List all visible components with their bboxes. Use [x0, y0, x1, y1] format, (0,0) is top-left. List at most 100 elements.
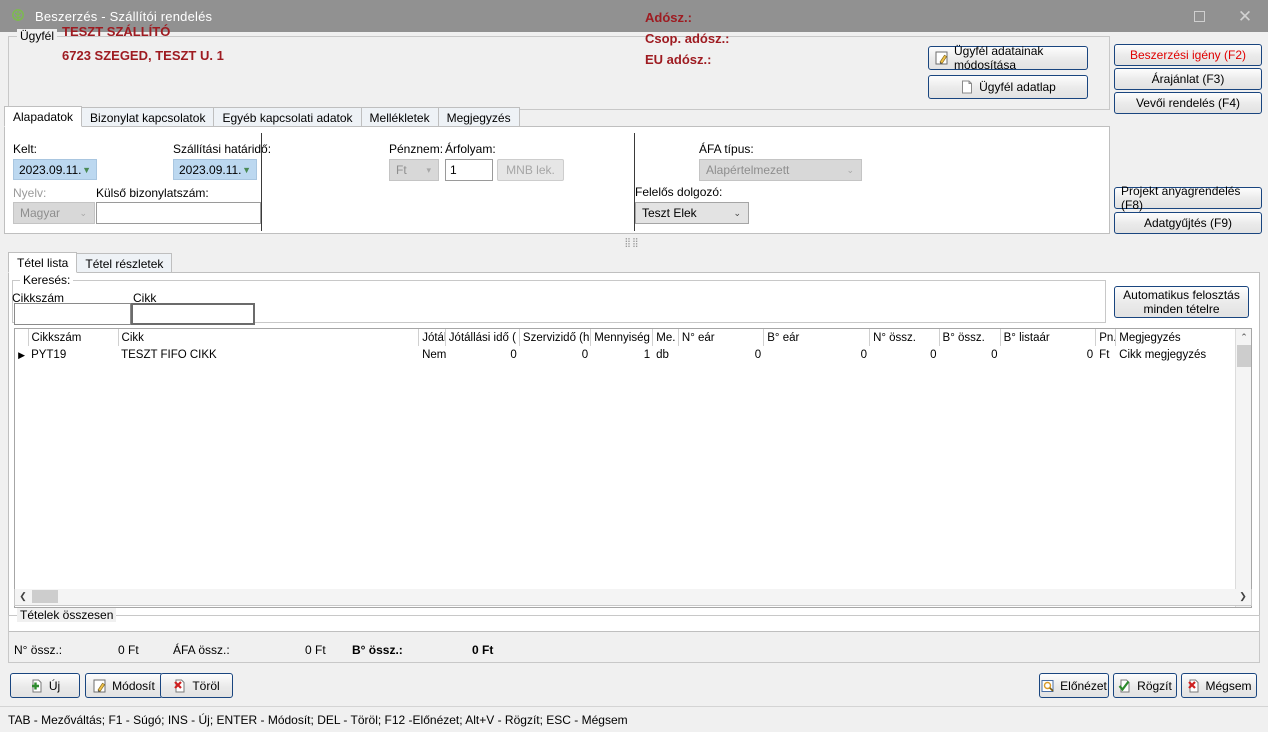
- megsem-label: Mégsem: [1205, 678, 1252, 693]
- nyelv-label: Nyelv:: [13, 186, 47, 200]
- tab-alapadatok[interactable]: Alapadatok: [4, 106, 83, 127]
- nyelv-select[interactable]: Magyar ⌄: [13, 202, 95, 224]
- arajanlat-button[interactable]: Árajánlat (F3): [1114, 68, 1262, 90]
- grid-column-header[interactable]: B° eár: [764, 329, 871, 346]
- elonezet-button[interactable]: Előnézet: [1039, 673, 1109, 698]
- window-controls: ✕: [1176, 0, 1268, 32]
- szallitasi-hatarido-field[interactable]: 2023.09.11. ▼: [173, 159, 257, 180]
- vevoi-rendeles-button[interactable]: Vevői rendelés (F4): [1114, 92, 1262, 114]
- grid-column-header[interactable]: Megjegyzés: [1116, 329, 1251, 346]
- table-row[interactable]: ▶ PYT19 TESZT FIFO CIKK Nem 0 0 1 db 0 0 0 0 0 Ft Cikk…: [15, 346, 1251, 364]
- table-cell: 0: [510, 349, 517, 361]
- adatgyujtes-button[interactable]: Adatgyűjtés (F9): [1114, 212, 1262, 234]
- grid-horizontal-scrollbar[interactable]: ❮ ❯: [14, 589, 1252, 606]
- grid-corner-cell: [15, 329, 29, 346]
- edit-customer-data-button[interactable]: Ügyfél adatainak módosítása: [928, 44, 1088, 72]
- kulso-bizonylatszam-input[interactable]: [96, 202, 261, 224]
- tab-tetel-lista[interactable]: Tétel lista: [8, 252, 78, 273]
- grid-column-header[interactable]: B° össz.: [939, 329, 1001, 346]
- search-cikkszam-label: Cikkszám: [12, 291, 65, 305]
- szallitasi-hatarido-value: 2023.09.11.: [179, 162, 242, 177]
- search-cikkszam-input[interactable]: [14, 303, 131, 325]
- kelt-label: Kelt:: [13, 142, 38, 156]
- grid-column-header[interactable]: Cikk: [118, 329, 420, 346]
- row-selector-icon: ▶: [18, 349, 25, 360]
- horizontal-scroll-thumb[interactable]: [32, 590, 58, 603]
- grid-column-header[interactable]: Me.: [653, 329, 679, 346]
- tab-mellekletek[interactable]: Mellékletek: [360, 107, 439, 127]
- tab-megjegyzes[interactable]: Megjegyzés: [437, 107, 520, 127]
- items-grid[interactable]: CikkszámCikkJótálláJótállási idő (Szervi…: [14, 328, 1252, 608]
- penznem-label: Pénznem:: [389, 142, 444, 156]
- customer-datasheet-button[interactable]: Ügyfél adatlap: [928, 75, 1088, 99]
- grid-column-header[interactable]: N° eár: [678, 329, 765, 346]
- mnb-lekerdezes-label: MNB lek.: [506, 163, 555, 177]
- beszerzesi-igeny-button[interactable]: Beszerzési igény (F2): [1114, 44, 1262, 66]
- tab-bizonylat-kapcsolatok-label: Bizonylat kapcsolatok: [90, 110, 206, 125]
- mnb-lekerdezes-button[interactable]: MNB lek.: [497, 159, 564, 181]
- app-tree-icon: [10, 8, 26, 24]
- total-gross-label: B° össz.:: [352, 643, 403, 657]
- scroll-up-icon[interactable]: ⌃: [1240, 331, 1248, 342]
- vertical-divider-1: [261, 133, 262, 231]
- total-vat-label: ÁFA össz.:: [173, 643, 230, 657]
- edit-pencil-icon: [93, 679, 107, 693]
- uj-button[interactable]: Új: [10, 673, 80, 698]
- penznem-select[interactable]: Ft ▾: [389, 159, 439, 181]
- search-cikk-input[interactable]: [131, 303, 255, 325]
- grid-header-row: CikkszámCikkJótálláJótállási idő (Szervi…: [15, 329, 1251, 346]
- grid-column-header[interactable]: Cikkszám: [28, 329, 119, 346]
- afa-tipus-select[interactable]: Alapértelmezett ⌄: [699, 159, 862, 181]
- torol-button[interactable]: Töröl: [160, 673, 233, 698]
- maximize-icon[interactable]: [1176, 0, 1222, 32]
- splitter-grip-icon: ⣿⣿: [624, 237, 640, 247]
- scroll-left-icon[interactable]: ❮: [19, 591, 27, 601]
- scroll-right-icon[interactable]: ❯: [1239, 591, 1247, 601]
- grid-column-header[interactable]: Pn.: [1096, 329, 1117, 346]
- table-cell: 0: [754, 349, 762, 361]
- arfolyam-input[interactable]: 1: [445, 159, 493, 181]
- grid-column-header[interactable]: Mennyiség: [591, 329, 654, 346]
- table-cell: Cikk megjegyzés: [1119, 349, 1207, 361]
- customer-name: TESZT SZÁLLÍTÓ: [62, 24, 171, 39]
- grid-column-header[interactable]: N° össz.: [870, 329, 940, 346]
- search-legend: Keresés:: [20, 273, 74, 287]
- table-cell: db: [656, 349, 669, 361]
- total-gross-value: 0 Ft: [472, 643, 494, 657]
- function-button-group: Beszerzési igény (F2) Árajánlat (F3) Vev…: [1114, 44, 1262, 116]
- alapadatok-panel: Kelt: 2023.09.11. ▼ Szállítási határidő:…: [4, 126, 1110, 234]
- afa-tipus-value: Alapértelmezett: [706, 163, 790, 177]
- grid-vertical-scrollbar[interactable]: ⌃ ⌄: [1235, 329, 1251, 607]
- penznem-value: Ft: [396, 163, 407, 177]
- grid-column-header[interactable]: Jótállá: [419, 329, 446, 346]
- grid-column-header[interactable]: Szervizidő (h: [519, 329, 592, 346]
- automatikus-felosztas-button[interactable]: Automatikus felosztás minden tételre: [1114, 286, 1249, 318]
- edit-pencil-icon: [935, 51, 949, 65]
- felelos-dolgozo-select[interactable]: Teszt Elek ⌄: [635, 202, 749, 224]
- search-group: Keresés:: [12, 273, 1106, 323]
- close-icon[interactable]: ✕: [1237, 6, 1253, 26]
- grid-column-header[interactable]: B° listaár: [1000, 329, 1097, 346]
- document-icon: [960, 80, 974, 94]
- tab-tetel-reszletek[interactable]: Tétel részletek: [76, 253, 173, 273]
- chevron-down-icon: ⌄: [79, 207, 87, 218]
- customer-datasheet-label: Ügyfél adatlap: [979, 80, 1056, 94]
- customer-panel: Ügyfél: [8, 29, 1110, 110]
- megsem-button[interactable]: Mégsem: [1181, 673, 1257, 698]
- grid-column-header[interactable]: Jótállási idő (: [445, 329, 520, 346]
- uj-label: Új: [48, 678, 61, 693]
- search-cikk-label: Cikk: [133, 291, 157, 305]
- tab-egyeb-kapcsolati-adatok[interactable]: Egyéb kapcsolati adatok: [213, 107, 362, 127]
- modosit-label: Módosít: [112, 678, 155, 693]
- vertical-scroll-thumb[interactable]: [1237, 345, 1251, 367]
- vevoi-rendeles-label: Vevői rendelés (F4): [1135, 96, 1241, 110]
- rogzit-button[interactable]: Rögzít: [1113, 673, 1177, 698]
- tab-bizonylat-kapcsolatok[interactable]: Bizonylat kapcsolatok: [81, 107, 215, 127]
- panel-splitter[interactable]: ⣿⣿: [4, 236, 1260, 248]
- kelt-date-field[interactable]: 2023.09.11. ▼: [13, 159, 97, 180]
- projekt-anyagrendeles-button[interactable]: Projekt anyagrendelés (F8): [1114, 184, 1262, 212]
- table-cell: Nem: [422, 349, 446, 361]
- preview-icon: [1041, 679, 1055, 693]
- modosit-button[interactable]: Módosít: [85, 673, 163, 698]
